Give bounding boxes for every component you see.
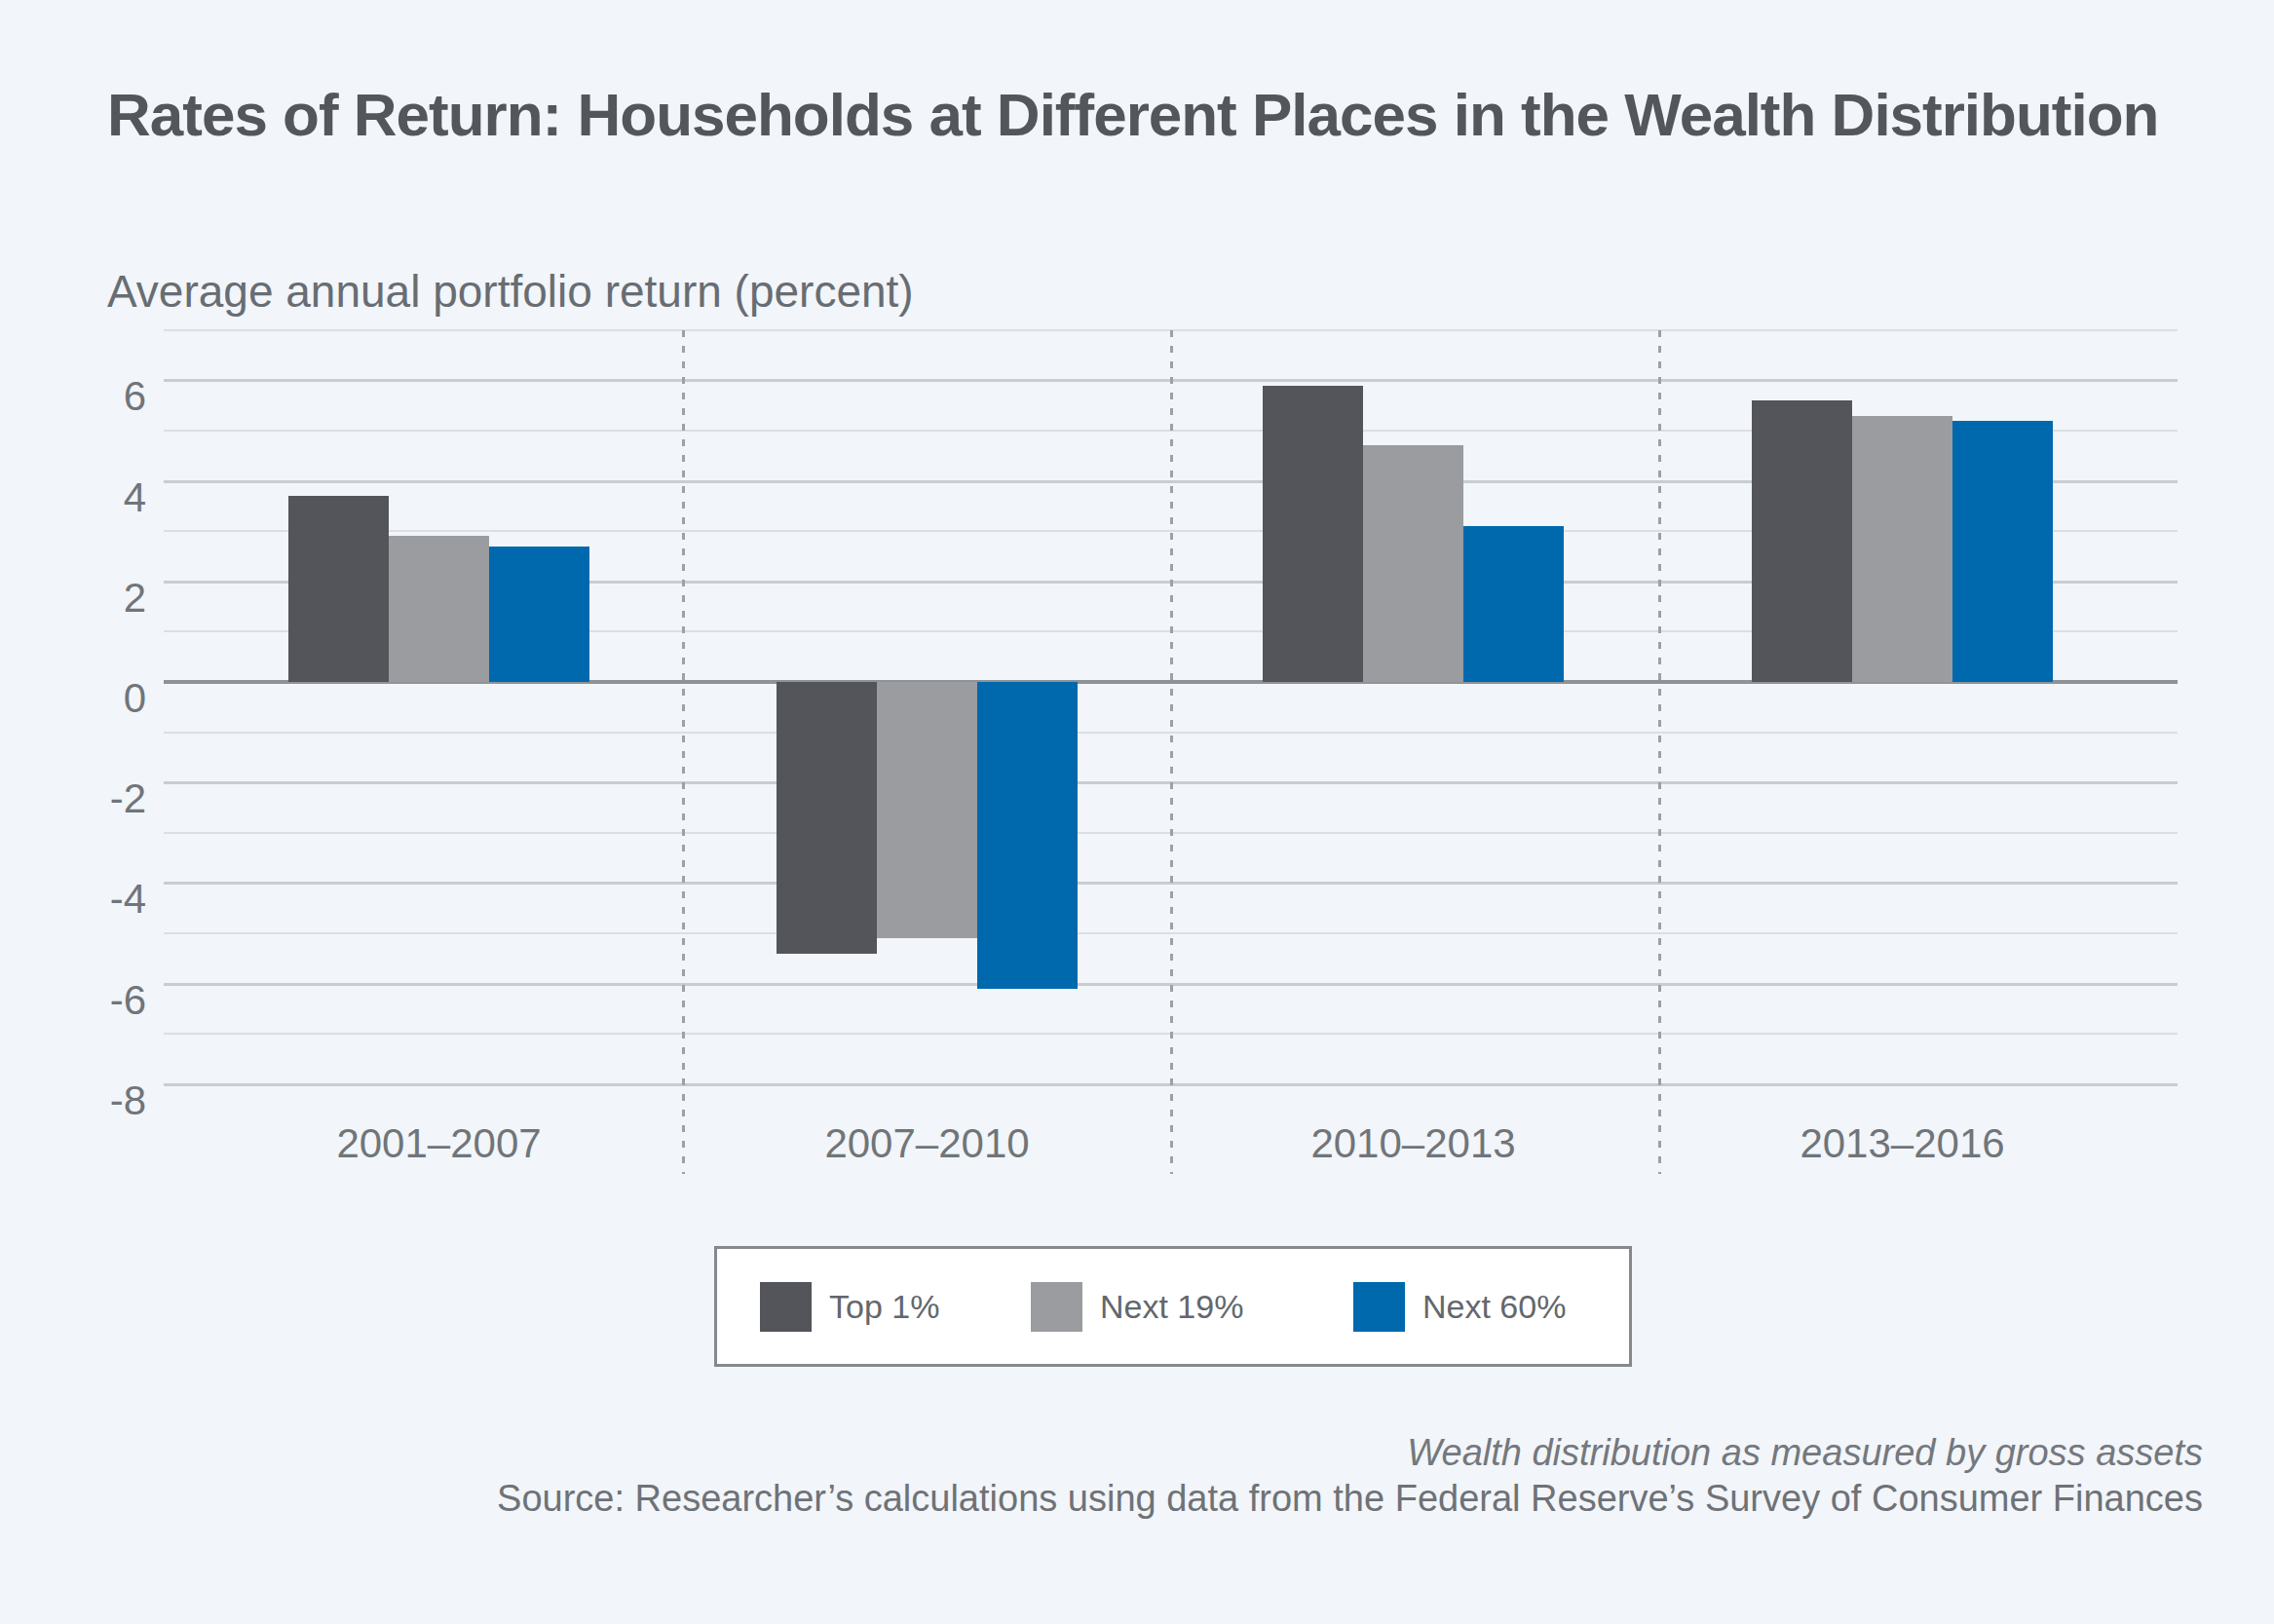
y-tick-label: 2: [0, 578, 146, 619]
bar-next60-2013–2016: [1952, 421, 2053, 682]
group-separator-dotted-line: [1658, 330, 1661, 1174]
y-tick-label: 4: [0, 477, 146, 518]
legend-swatch-next60: [1353, 1282, 1405, 1332]
x-category-label: 2013–2016: [1752, 1122, 2053, 1165]
plot-area: 6 4 2 0 -2 -4 -6 -8 2001–2007 2007–2010 2010–2013 2…: [0, 0, 2274, 1624]
bar-top1-2010–2013: [1263, 386, 1363, 682]
legend-item: Next 19%: [1031, 1249, 1243, 1364]
group-separator-dotted-line: [1170, 330, 1173, 1174]
legend-swatch-next19: [1031, 1282, 1082, 1332]
x-category-label: 2001–2007: [288, 1122, 589, 1165]
bar-top1-2007–2010: [777, 682, 877, 954]
bar-top1-2001–2007: [288, 496, 389, 682]
bar-next60-2007–2010: [977, 682, 1078, 989]
x-category-label: 2007–2010: [777, 1122, 1078, 1165]
bar-next60-2001–2007: [489, 547, 589, 682]
figure-canvas: Rates of Return: Households at Different…: [0, 0, 2274, 1624]
bar-next60-2010–2013: [1463, 526, 1564, 682]
legend-box: Top 1% Next 19% Next 60%: [714, 1246, 1632, 1367]
footer-source: Source: Researcher’s calculations using …: [157, 1476, 2203, 1522]
y-tick-label: -8: [0, 1080, 146, 1121]
legend-item: Next 60%: [1353, 1249, 1566, 1364]
bar-next19-2010–2013: [1363, 445, 1463, 682]
y-tick-label: -2: [0, 778, 146, 819]
x-category-label: 2010–2013: [1263, 1122, 1564, 1165]
y-tick-label: -6: [0, 980, 146, 1021]
footer-note: Wealth distribution as measured by gross…: [157, 1430, 2203, 1476]
y-tick-label: -4: [0, 879, 146, 920]
bar-next19-2001–2007: [389, 536, 489, 682]
footer: Wealth distribution as measured by gross…: [157, 1430, 2203, 1522]
group-separator-dotted-line: [682, 330, 685, 1174]
y-tick-label: 0: [0, 678, 146, 719]
legend-swatch-top1: [760, 1282, 812, 1332]
y-tick-label: 6: [0, 376, 146, 417]
legend-label: Next 60%: [1422, 1288, 1566, 1326]
bar-next19-2013–2016: [1852, 416, 1952, 682]
legend-item: Top 1%: [760, 1249, 939, 1364]
bar-next19-2007–2010: [877, 682, 977, 938]
bar-top1-2013–2016: [1752, 400, 1852, 682]
legend-label: Top 1%: [829, 1288, 939, 1326]
legend-label: Next 19%: [1100, 1288, 1243, 1326]
